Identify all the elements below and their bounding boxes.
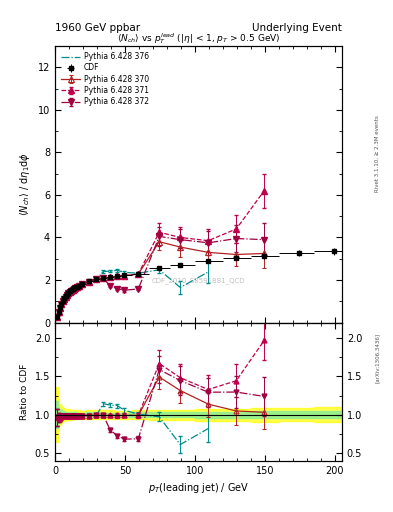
Text: Rivet 3.1.10, ≥ 2.3M events: Rivet 3.1.10, ≥ 2.3M events [375,115,380,192]
Pythia 6.428 376 [80,281,84,287]
Text: [arXiv:1306.3436]: [arXiv:1306.3436] [375,333,380,383]
Pythia 6.428 376 [178,284,183,290]
Pythia 6.428 376 [63,293,68,300]
Line: Pythia 6.428 376: Pythia 6.428 376 [57,270,208,317]
X-axis label: $p_T$(leading jet) / GeV: $p_T$(leading jet) / GeV [148,481,249,495]
Pythia 6.428 376 [94,276,99,283]
Pythia 6.428 376 [115,267,119,273]
Pythia 6.428 376 [122,269,127,275]
Y-axis label: Ratio to CDF: Ratio to CDF [20,364,29,420]
Title: $\langle N_{ch}\rangle$ vs $p_T^{lead}$ ($|\eta|$ < 1, $p_T$ > 0.5 GeV): $\langle N_{ch}\rangle$ vs $p_T^{lead}$ … [117,31,280,46]
Pythia 6.428 376 [61,298,65,304]
Pythia 6.428 376 [62,295,66,302]
Pythia 6.428 376 [72,286,76,292]
Pythia 6.428 376 [77,283,81,289]
Pythia 6.428 376 [64,292,69,298]
Text: 1960 GeV ppbar: 1960 GeV ppbar [55,23,140,33]
Legend: Pythia 6.428 376, CDF, Pythia 6.428 370, Pythia 6.428 371, Pythia 6.428 372: Pythia 6.428 376, CDF, Pythia 6.428 370,… [59,50,151,109]
Pythia 6.428 376 [59,301,64,307]
Pythia 6.428 376 [101,268,106,274]
Pythia 6.428 376 [66,290,71,296]
Text: Underlying Event: Underlying Event [252,23,342,33]
Pythia 6.428 376 [69,288,73,294]
Pythia 6.428 376 [73,285,78,291]
Pythia 6.428 376 [55,314,59,320]
Text: CDF_2010_S8591881_QCD: CDF_2010_S8591881_QCD [152,278,245,285]
Pythia 6.428 376 [157,267,162,273]
Pythia 6.428 376 [56,309,61,315]
Pythia 6.428 376 [136,270,141,276]
Pythia 6.428 376 [70,287,75,293]
Pythia 6.428 376 [74,284,79,290]
Pythia 6.428 376 [108,268,113,274]
Pythia 6.428 376 [87,279,92,285]
Pythia 6.428 376 [206,269,211,275]
Pythia 6.428 376 [67,289,72,295]
Pythia 6.428 376 [57,305,62,311]
Y-axis label: $\langle N_{ch}\rangle$ / d$\eta_1$d$\phi$: $\langle N_{ch}\rangle$ / d$\eta_1$d$\ph… [18,152,32,217]
